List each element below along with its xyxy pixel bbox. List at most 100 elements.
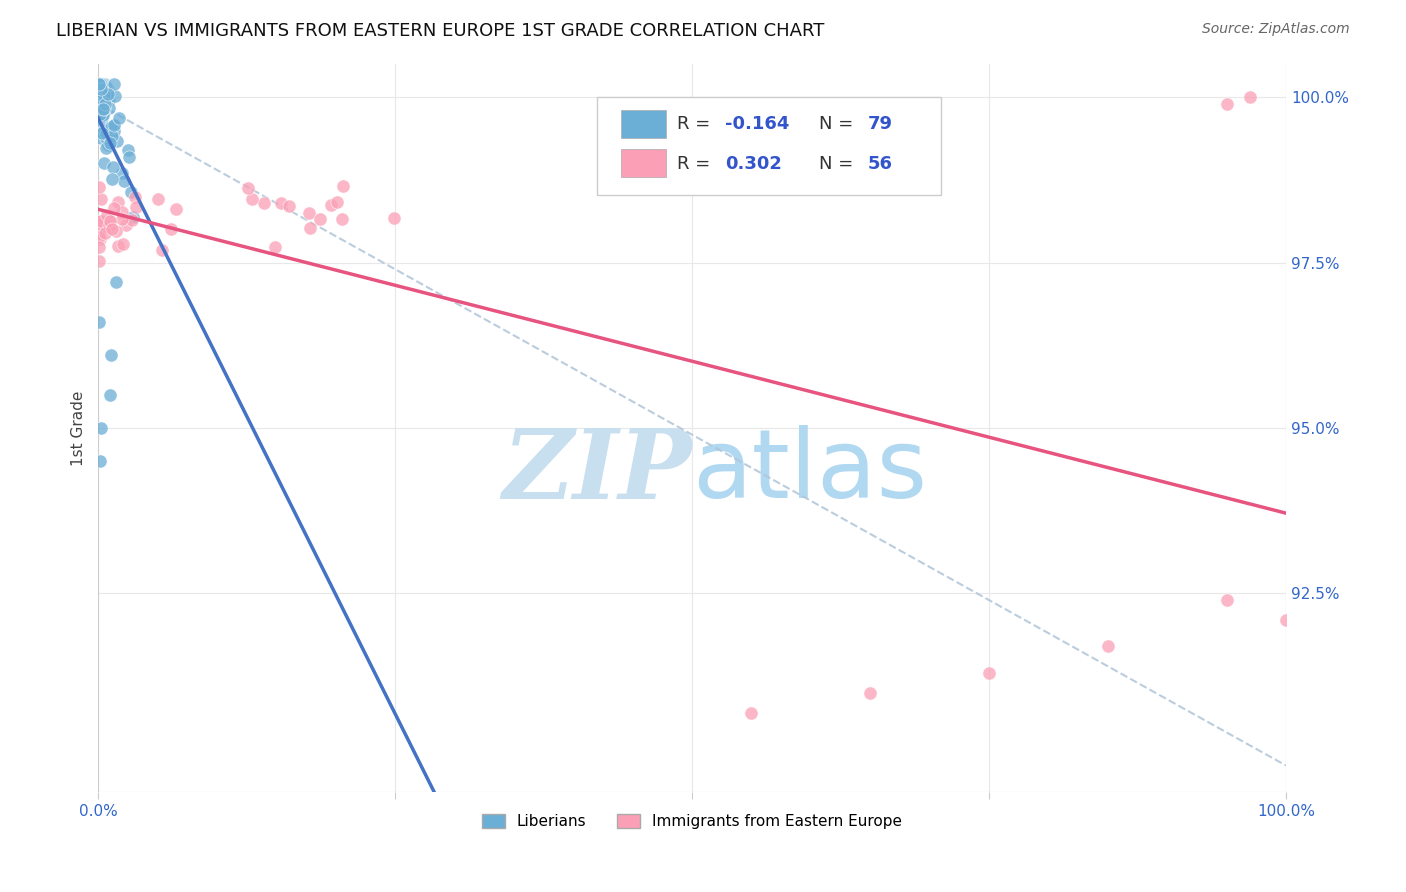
Point: [101, 160, 124, 174]
Point: [107, 194, 129, 209]
Point: [96, 79, 118, 94]
Point: [277, 199, 299, 213]
Point: [103, 77, 125, 91]
Point: [115, 219, 138, 233]
Point: [118, 150, 141, 164]
Point: [93, 156, 115, 170]
Point: [740, 706, 762, 720]
Point: [97, 93, 120, 107]
Point: [321, 198, 343, 212]
Point: [330, 212, 353, 227]
Point: [89, 421, 111, 435]
Point: [125, 200, 148, 214]
Point: [91, 99, 114, 113]
Point: [89, 77, 111, 91]
Point: [103, 124, 125, 138]
Text: LIBERIAN VS IMMIGRANTS FROM EASTERN EUROPE 1ST GRADE CORRELATION CHART: LIBERIAN VS IMMIGRANTS FROM EASTERN EURO…: [56, 22, 824, 40]
FancyBboxPatch shape: [620, 110, 666, 137]
Point: [94, 218, 117, 232]
Point: [105, 276, 128, 290]
Point: [105, 224, 128, 238]
Point: [98, 136, 121, 150]
Point: [96, 208, 118, 222]
Point: [264, 240, 287, 254]
Point: [98, 101, 121, 115]
Point: [89, 106, 111, 120]
Point: [91, 107, 114, 121]
Point: [238, 181, 260, 195]
Point: [89, 83, 111, 97]
Point: [94, 125, 117, 139]
Point: [89, 254, 111, 268]
Point: [89, 91, 111, 105]
Point: [90, 193, 112, 207]
Point: [100, 348, 122, 362]
FancyBboxPatch shape: [598, 97, 942, 195]
Point: [89, 214, 111, 228]
Point: [297, 205, 319, 219]
Point: [89, 315, 111, 329]
Point: [96, 130, 118, 145]
Text: atlas: atlas: [692, 425, 927, 518]
Point: [146, 192, 169, 206]
Point: [90, 77, 112, 91]
Point: [100, 120, 122, 135]
Point: [89, 230, 111, 244]
FancyBboxPatch shape: [620, 149, 666, 177]
Point: [97, 82, 120, 96]
Point: [89, 217, 111, 231]
Text: Source: ZipAtlas.com: Source: ZipAtlas.com: [1202, 22, 1350, 37]
Point: [93, 99, 115, 113]
Y-axis label: 1st Grade: 1st Grade: [72, 391, 86, 466]
Point: [89, 101, 111, 115]
Point: [93, 123, 115, 137]
Point: [90, 131, 112, 145]
Point: [91, 116, 114, 130]
Point: [165, 202, 187, 216]
Point: [110, 212, 132, 227]
Point: [93, 77, 115, 91]
Text: ZIP: ZIP: [502, 425, 692, 518]
Point: [94, 127, 117, 141]
Point: [111, 237, 134, 252]
Point: [89, 240, 111, 254]
Point: [90, 80, 112, 95]
Point: [89, 232, 111, 246]
Point: [100, 214, 122, 228]
Point: [93, 97, 115, 112]
Point: [91, 87, 114, 101]
Text: R =: R =: [676, 115, 716, 134]
Text: 79: 79: [868, 115, 893, 134]
Point: [150, 243, 173, 257]
Point: [326, 195, 349, 210]
Point: [96, 124, 118, 138]
Point: [91, 102, 114, 116]
Point: [240, 193, 263, 207]
Point: [122, 210, 145, 224]
Point: [120, 185, 142, 199]
Point: [91, 108, 114, 122]
Point: [94, 226, 117, 240]
Point: [89, 84, 111, 98]
Point: [89, 180, 111, 194]
Point: [91, 98, 114, 112]
Point: [90, 77, 112, 91]
Point: [299, 220, 322, 235]
Point: [124, 190, 146, 204]
Point: [97, 122, 120, 136]
Point: [97, 87, 120, 102]
Point: [112, 174, 135, 188]
Point: [89, 77, 111, 91]
Point: [103, 201, 125, 215]
Point: [1275, 613, 1298, 627]
Point: [107, 239, 129, 253]
Point: [107, 111, 129, 125]
Point: [94, 141, 117, 155]
Point: [90, 77, 112, 91]
Text: N =: N =: [820, 115, 859, 134]
Point: [98, 215, 121, 229]
Point: [103, 118, 125, 132]
Point: [977, 665, 1000, 680]
Point: [94, 125, 117, 139]
Point: [101, 171, 124, 186]
